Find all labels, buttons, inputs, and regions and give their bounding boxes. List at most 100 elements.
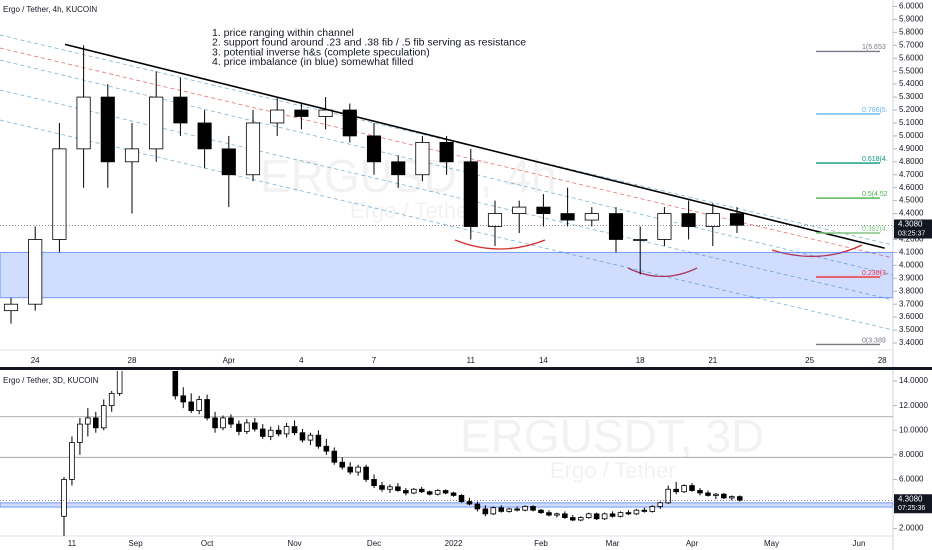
candle-body: [283, 426, 290, 435]
candle-body: [395, 486, 401, 491]
candle-body: [331, 450, 338, 463]
candle-body: [339, 461, 346, 468]
candle-body: [729, 213, 745, 226]
candle-body: [391, 161, 406, 176]
y-tick-label: 4.8000: [899, 157, 924, 166]
y-tick-label: 5.0000: [899, 131, 924, 140]
candle-body: [514, 508, 520, 511]
x-tick-label: Feb: [534, 539, 548, 548]
candle-body: [633, 509, 640, 515]
y-tick-label: 3.7000: [899, 299, 924, 308]
candle-body: [450, 492, 457, 496]
candle-body: [307, 434, 314, 441]
y-tick-label: 4.0000: [899, 260, 924, 269]
candle-body: [617, 512, 624, 517]
countdown: 03:25:37: [898, 230, 925, 237]
candle-body: [3, 303, 19, 312]
y-tick-label: 5.4000: [899, 79, 924, 88]
x-tick-label: Nov: [287, 539, 301, 548]
candle-body: [705, 213, 720, 227]
candle-body: [530, 506, 536, 511]
candle-body: [188, 401, 194, 411]
candle-body: [426, 491, 433, 495]
candle-body: [387, 486, 393, 490]
candle-body: [466, 501, 473, 505]
fib-label: 0.786(5.: [862, 107, 888, 114]
x-tick-label: May: [764, 539, 779, 548]
y-tick-label: 5.2000: [899, 105, 924, 114]
candle-body: [657, 213, 672, 240]
candle-body: [689, 485, 695, 491]
candle-body: [85, 417, 91, 425]
y-tick-label: 6.0000: [899, 475, 924, 484]
trendline: [64, 43, 885, 249]
candle-body: [76, 96, 91, 150]
y-tick-label: 14.0000: [899, 376, 928, 385]
x-tick-label: 2022: [445, 539, 463, 548]
y-tick-label: 5.5000: [899, 66, 924, 75]
candle-body: [244, 422, 250, 432]
candle-body: [570, 517, 576, 521]
last-price-tag: [894, 219, 932, 239]
candle-body: [61, 479, 67, 517]
candle-body: [403, 490, 409, 494]
candle-body: [442, 490, 449, 494]
candle-body: [625, 512, 632, 515]
candle-body: [318, 109, 333, 117]
chart-title: Ergo / Tether, 3D, KUCOIN: [3, 376, 99, 385]
x-tick-label: Dec: [367, 539, 381, 548]
candle-body: [116, 371, 123, 394]
candle-body: [149, 326, 154, 338]
candle-body: [77, 423, 83, 443]
candle-body: [245, 122, 261, 176]
candle-body: [93, 417, 99, 429]
candle-body: [291, 426, 298, 434]
candle-body: [713, 493, 719, 496]
candle-body: [498, 507, 505, 512]
last-price-label: 4.3080: [898, 494, 923, 503]
annotation: 4. price imbalance (in blue) somewhat fi…: [212, 56, 414, 68]
candle-body: [560, 213, 575, 221]
candle-body: [196, 399, 202, 411]
candle-body: [28, 239, 43, 305]
candle-body: [252, 422, 258, 430]
fib-label: 0.618(4.: [862, 156, 888, 163]
countdown: 07:25:36: [898, 505, 925, 512]
annotation: 1. price ranging within channel: [212, 27, 354, 39]
candle-body: [100, 96, 115, 163]
candle-body: [204, 399, 210, 419]
candle-body: [355, 466, 361, 473]
candle-body: [601, 513, 608, 520]
fib-label: 0.5(4.52: [862, 191, 888, 198]
candle-body: [512, 206, 527, 214]
imbalance-zone: [0, 251, 893, 299]
x-tick-label: Oct: [201, 539, 214, 548]
candle-body: [633, 239, 648, 241]
y-tick-label: 4.2000: [899, 235, 924, 244]
candle-body: [649, 506, 656, 512]
x-tick-label: 18: [636, 356, 645, 365]
annotation: 2. support found around .23 and .38 fib …: [212, 37, 526, 49]
candle-body: [729, 496, 735, 499]
candle-body: [157, 338, 162, 356]
x-tick-label: Jun: [853, 539, 866, 548]
candle-body: [522, 506, 528, 511]
watermark-subtitle: Ergo / Tether: [350, 198, 476, 223]
candle-body: [697, 490, 703, 494]
y-tick-label: 4.4000: [899, 209, 924, 218]
candle-body: [418, 488, 425, 493]
y-tick-label: 5.7000: [899, 40, 924, 49]
candle-body: [228, 417, 234, 425]
candle-body: [172, 371, 179, 397]
candle-body: [141, 326, 146, 344]
candle-body: [482, 508, 489, 515]
candle-body: [609, 513, 616, 517]
candle-body: [681, 213, 696, 227]
x-tick-label: 21: [708, 356, 717, 365]
candle-body: [434, 490, 441, 495]
candle-body: [100, 405, 107, 429]
x-tick-label: 11: [467, 356, 476, 365]
x-tick-label: Sep: [128, 539, 143, 548]
